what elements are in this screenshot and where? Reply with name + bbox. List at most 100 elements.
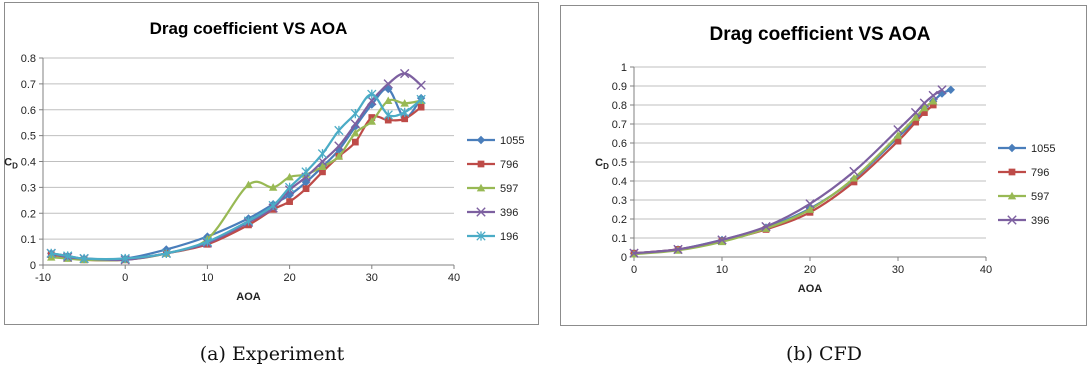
y-tick-label: 0.7 (612, 119, 627, 131)
legend-label: 396 (1031, 215, 1049, 227)
legend-marker (477, 160, 485, 168)
chart-caption: (a) Experiment (199, 343, 345, 365)
y-tick-label: 0.4 (612, 176, 627, 188)
data-point (894, 137, 902, 145)
y-tick-label: 0.2 (612, 214, 627, 226)
y-tick-label: 0.4 (21, 157, 36, 169)
legend-marker (476, 231, 486, 241)
data-point (629, 248, 639, 258)
y-axis-label: CD (595, 157, 609, 171)
y-tick-label: 0.5 (21, 131, 36, 143)
data-point (367, 117, 376, 125)
chart-title: Drag coefficient VS AOA (150, 19, 348, 38)
legend-entry: 196 (467, 231, 518, 243)
legend-label: 796 (500, 159, 518, 171)
chart-frame (560, 5, 1087, 326)
data-point (383, 79, 393, 89)
data-point (911, 113, 920, 121)
x-tick-label: 20 (804, 264, 816, 276)
legend-entry: 396 (998, 215, 1049, 227)
legend-entry: 1055 (998, 143, 1055, 155)
data-point (63, 251, 73, 261)
data-point (717, 235, 727, 245)
x-axis-label: AOA (798, 283, 823, 295)
data-point (929, 101, 937, 109)
legend-label: 1055 (500, 135, 524, 147)
data-point (850, 178, 858, 186)
data-point (318, 162, 327, 171)
data-point (202, 237, 213, 247)
y-tick-label: 0.9 (612, 81, 627, 93)
legend-entry: 796 (467, 159, 518, 171)
x-tick-label: 30 (892, 264, 904, 276)
x-tick-label: 40 (980, 264, 992, 276)
legend-marker (1008, 168, 1016, 176)
y-tick-label: 0.6 (612, 138, 627, 150)
data-point (673, 244, 683, 255)
series-396 (629, 85, 947, 258)
x-tick-label: 0 (122, 272, 128, 284)
y-tick-label: 0 (621, 252, 627, 264)
legend-label: 396 (500, 207, 518, 219)
x-tick-label: 0 (631, 264, 637, 276)
data-point (910, 107, 921, 118)
data-point (937, 85, 947, 95)
chart-cfd: Drag coefficient VS AOA 0 0.1 0.2 0.3 0.4 0.5 0… (560, 0, 1088, 376)
data-point (384, 116, 392, 124)
data-point (400, 99, 409, 107)
chart-experiment: Drag coefficient VS AOA 0 0.1 0.2 0.3 0.4 0.5 0… (4, 0, 540, 376)
data-point (920, 103, 929, 112)
legend-label: 196 (500, 231, 518, 243)
data-point (268, 200, 278, 211)
legend-marker (1007, 143, 1017, 153)
data-point (352, 138, 359, 146)
y-tick-label: 0.1 (21, 234, 36, 246)
data-point (367, 89, 377, 99)
data-point (805, 205, 815, 213)
data-point (384, 96, 393, 105)
chart-experiment-svg: Drag coefficient VS AOA 0 0.1 0.2 0.3 0.4 0.5 0… (4, 2, 539, 325)
legend-entry: 597 (467, 183, 518, 195)
legend-entry: 796 (998, 167, 1049, 179)
x-tick-label: 10 (201, 272, 213, 284)
x-tick-label: 40 (448, 272, 460, 284)
series-line (633, 100, 934, 256)
legend-entry: 396 (467, 207, 518, 219)
y-tick-label: 0.8 (612, 100, 627, 112)
data-point (416, 80, 426, 90)
data-point (334, 141, 344, 151)
chart-cfd-svg: Drag coefficient VS AOA 0 0.1 0.2 0.3 0.4 0.5 0… (560, 5, 1087, 326)
y-tick-label: 0.1 (612, 233, 627, 245)
data-point (244, 180, 253, 189)
data-point (383, 110, 393, 120)
x-axis-label: AOA (236, 291, 261, 303)
legend-marker (476, 207, 486, 217)
y-tick-label: 0.2 (21, 208, 36, 220)
data-point (319, 168, 326, 176)
y-tick-label: 0.7 (21, 79, 36, 91)
y-tick-label: 0.3 (612, 195, 627, 207)
y-axis-label: CD (4, 157, 18, 171)
data-point (161, 248, 171, 259)
data-point (893, 131, 903, 139)
y-tick-label: 0 (30, 260, 36, 272)
y-tick-label: 0.5 (612, 157, 627, 169)
x-tick-label: -10 (35, 272, 51, 284)
data-point (912, 118, 919, 126)
y-tick-label: 0.3 (21, 182, 36, 194)
chart-frame (4, 2, 539, 325)
x-tick-label: 30 (366, 272, 378, 284)
series-597 (629, 97, 938, 258)
data-point (849, 166, 859, 177)
data-point (334, 125, 344, 136)
data-point (285, 172, 294, 181)
x-tick-label: 20 (283, 272, 295, 284)
data-point (849, 173, 859, 182)
data-point (79, 253, 89, 264)
data-point (400, 107, 410, 117)
data-point (286, 198, 293, 205)
data-point (317, 149, 328, 159)
data-point (928, 90, 938, 101)
x-tick-label: 10 (716, 264, 728, 276)
legend-marker (1007, 215, 1017, 225)
